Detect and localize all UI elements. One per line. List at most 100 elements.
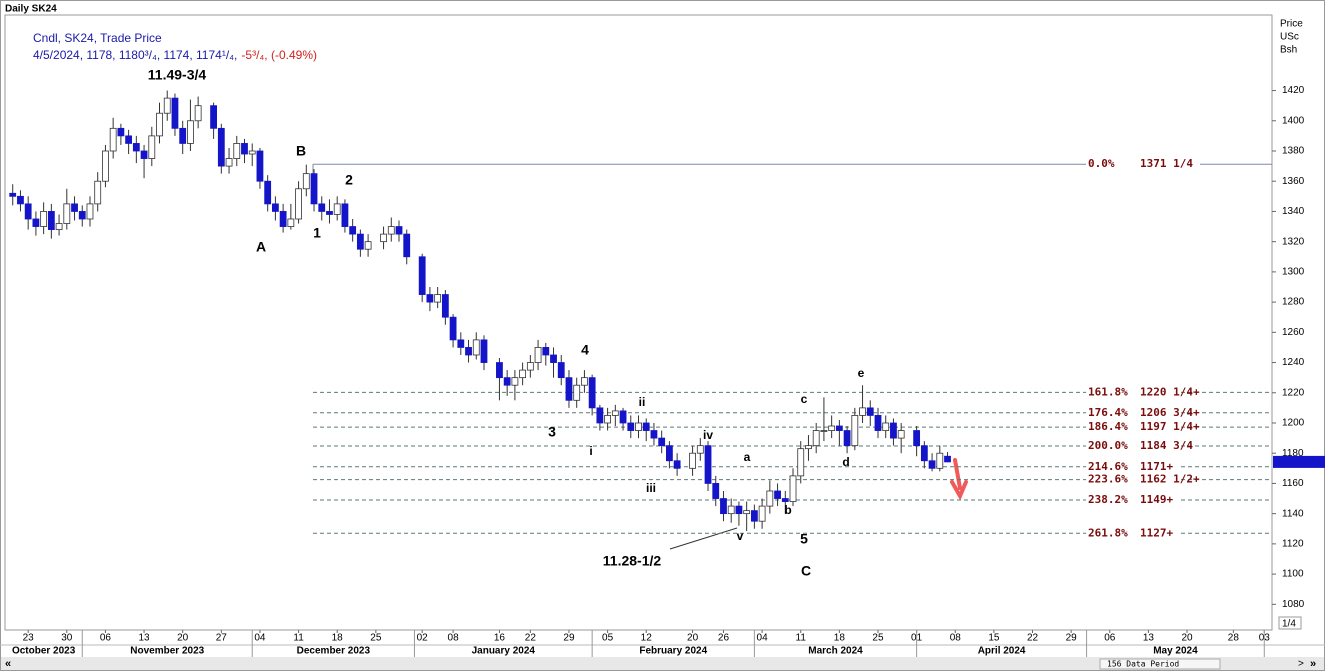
x-tick-label: 27 (216, 633, 228, 644)
y-tick-label: 1200 (1282, 418, 1305, 429)
wave-label: C (801, 563, 811, 579)
candle-body (55, 223, 63, 230)
month-label: April 2024 (978, 646, 1026, 657)
candle-body (874, 415, 882, 431)
candle-body (140, 150, 148, 159)
axis-label: Bsh (1280, 45, 1297, 56)
candle-body (526, 362, 534, 371)
candle-body (859, 407, 866, 416)
x-tick-label: 28 (1228, 633, 1240, 644)
candle-body (604, 415, 611, 424)
candle-body (627, 422, 635, 431)
wave-label: 3 (548, 424, 556, 440)
fib-price: 1197 1/4+ (1140, 420, 1200, 433)
wave-label: 1 (313, 225, 321, 241)
x-tick-label: 26 (718, 633, 730, 644)
x-tick-label: 11 (293, 633, 304, 644)
quote: 4/5/2024, 1178, 1180³/₄, 1174, 1174¹/₄, (33, 48, 237, 62)
month-label: January 2024 (472, 646, 536, 657)
x-tick-label: 12 (641, 633, 653, 644)
candle-body (349, 226, 357, 235)
y-tick-label: 1080 (1282, 599, 1305, 610)
candle-body (712, 483, 720, 499)
y-tick-label: 1120 (1282, 539, 1304, 550)
candle-body (148, 135, 156, 159)
candle-body (503, 377, 511, 386)
y-tick-label: 1300 (1282, 267, 1305, 278)
candle-body (441, 294, 449, 318)
candle-body (542, 347, 550, 356)
scroll-end[interactable]: » (1310, 658, 1316, 670)
wave-label: ii (639, 395, 646, 409)
candle-body (835, 425, 843, 431)
candle-body (264, 180, 272, 205)
month-label: October 2023 (12, 646, 76, 657)
candle-body (843, 430, 851, 447)
y-tick-label: 1180 (1282, 448, 1304, 459)
scroll-right[interactable]: > (1298, 659, 1304, 670)
month-label: February 2024 (639, 646, 707, 657)
change: -5³/₄, (-0.49%) (241, 48, 317, 62)
wave-label: 2 (345, 172, 353, 188)
candle-body (928, 460, 936, 469)
candle-body (233, 143, 241, 159)
wave-label: iv (703, 428, 713, 442)
wave-label: v (737, 529, 744, 543)
candle-body (781, 498, 789, 502)
candle-body (913, 430, 921, 447)
x-tick-label: 08 (448, 633, 460, 644)
candle-body (944, 455, 951, 463)
candle-body (156, 112, 163, 137)
candle-body (573, 384, 581, 401)
candle-body (897, 430, 905, 439)
candle-body (279, 211, 287, 227)
candle-body (635, 422, 642, 431)
candle-body (727, 505, 735, 515)
y-tick-label: 1100 (1282, 569, 1304, 580)
candle-body (109, 127, 117, 152)
wave-label: b (784, 503, 791, 517)
fib-price: 1162 1/2+ (1140, 473, 1200, 486)
x-tick-label: 23 (23, 633, 35, 644)
scroll-left[interactable]: « (5, 658, 11, 670)
x-tick-label: 25 (872, 633, 884, 644)
candle-body (758, 505, 766, 522)
candle-body (828, 425, 836, 431)
y-tick-label: 1320 (1282, 236, 1305, 247)
x-tick-label: 16 (494, 633, 506, 644)
candle-body (750, 510, 758, 522)
candle-body (63, 203, 71, 224)
axis-label: USc (1280, 32, 1299, 43)
wave-label: a (744, 450, 751, 464)
pointer-line (669, 527, 738, 550)
candle-body (225, 158, 233, 167)
fib-name: 238.2% (1088, 493, 1128, 506)
candle-body (619, 410, 627, 424)
fib-name: 0.0% (1088, 157, 1115, 170)
x-tick-label: 22 (525, 633, 537, 644)
month-label: November 2023 (130, 646, 204, 657)
corner-box (1278, 616, 1302, 630)
last-price-marker (1273, 455, 1325, 468)
axis-label: Price (1280, 19, 1303, 30)
candle-body (689, 452, 696, 469)
scrollbar[interactable] (1, 657, 1324, 670)
y-tick-label: 1260 (1282, 327, 1305, 338)
wave-label: c (801, 392, 808, 406)
candle-body (735, 505, 743, 515)
candle-body (356, 233, 364, 250)
wave-label: i (589, 444, 592, 458)
fib-price: 1371 1/4 (1140, 157, 1193, 170)
candle-body (217, 127, 225, 167)
candle-body (117, 127, 125, 137)
candle-body (125, 135, 133, 144)
x-tick-label: 11 (796, 633, 807, 644)
x-tick-label: 04 (757, 633, 769, 644)
candle-body (78, 211, 86, 220)
x-tick-label: 30 (61, 633, 73, 644)
candle-body (40, 211, 48, 227)
wave-label: 5 (800, 531, 808, 547)
candle-body (9, 192, 17, 197)
x-tick-label: 13 (1143, 633, 1155, 644)
wave-label: 4 (581, 342, 589, 358)
